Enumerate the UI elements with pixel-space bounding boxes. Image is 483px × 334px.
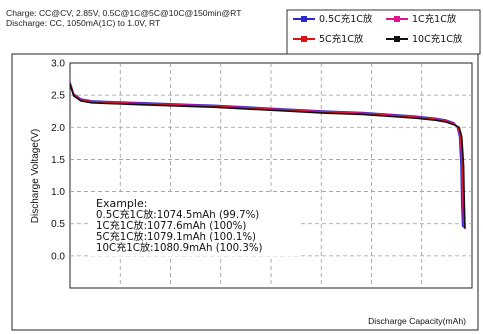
example-line: 10C充1C放:1080.9mAh (100.3%) bbox=[96, 241, 263, 254]
y-tick-label: 1.5 bbox=[51, 155, 65, 166]
legend-marker bbox=[301, 36, 307, 42]
legend: 0.5C充1C放 1C充1C放 5C充1C放 10C充1C放 bbox=[286, 9, 481, 55]
series-line bbox=[69, 83, 466, 229]
legend-marker bbox=[394, 36, 400, 42]
y-tick-label: 1.0 bbox=[51, 187, 65, 198]
y-tick-label: 2.5 bbox=[51, 91, 65, 102]
legend-box bbox=[286, 9, 481, 55]
y-tick-label: 2.0 bbox=[51, 123, 65, 134]
legend-marker bbox=[301, 16, 307, 22]
example-box bbox=[90, 192, 300, 256]
example-title: Example: bbox=[96, 197, 147, 210]
legend-items: 0.5C充1C放 1C充1C放 5C充1C放 10C充1C放 bbox=[293, 13, 463, 45]
example-annotation: Example: 0.5C充1C放:1074.5mAh (99.7%)1C充1C… bbox=[90, 192, 300, 256]
series-lines bbox=[69, 82, 466, 229]
example-line: 5C充1C放:1079.1mAh (100.1%) bbox=[96, 230, 256, 243]
y-axis-ticks: 3.0 2.5 2.0 1.5 1.0 0.5 0.0 bbox=[51, 59, 65, 263]
legend-label: 5C充1C放 bbox=[319, 33, 364, 45]
charge-condition: Charge: CC@CV, 2.85V, 0.5C@1C@5C@10C@150… bbox=[6, 8, 242, 18]
legend-label: 0.5C充1C放 bbox=[319, 13, 373, 25]
example-line: 1C充1C放:1077.6mAh (100%) bbox=[96, 219, 246, 232]
y-tick-label: 0.0 bbox=[51, 251, 65, 262]
legend-marker bbox=[394, 16, 400, 22]
x-axis-label: Discharge Capacity(mAh) bbox=[368, 316, 466, 326]
y-axis-label: Discharge Voltage(V) bbox=[30, 129, 41, 224]
y-tick-label: 0.5 bbox=[51, 219, 65, 230]
y-tick-label: 3.0 bbox=[51, 59, 65, 70]
example-line: 0.5C充1C放:1074.5mAh (99.7%) bbox=[96, 208, 259, 221]
example-lines: 0.5C充1C放:1074.5mAh (99.7%)1C充1C放:1077.6m… bbox=[96, 208, 263, 254]
discharge-condition: Discharge: CC, 1050mA(1C) to 1.0V, RT bbox=[6, 18, 161, 28]
legend-label: 10C充1C放 bbox=[412, 33, 463, 45]
legend-label: 1C充1C放 bbox=[412, 13, 457, 25]
